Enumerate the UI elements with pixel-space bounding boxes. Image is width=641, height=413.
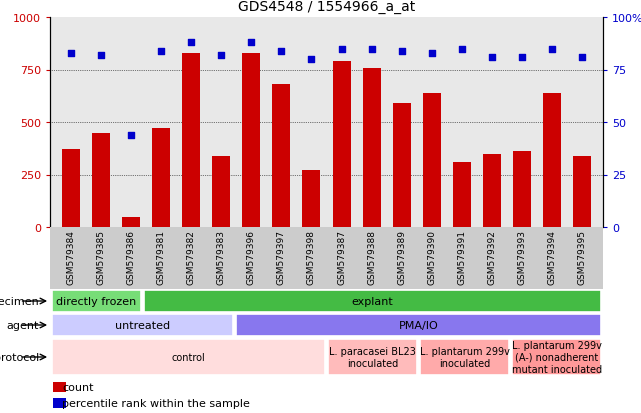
Text: GSM579387: GSM579387	[337, 229, 346, 284]
Text: GSM579382: GSM579382	[187, 229, 196, 284]
Bar	[363, 69, 381, 228]
Bar	[92, 133, 110, 228]
Text: percentile rank within the sample: percentile rank within the sample	[62, 398, 250, 408]
Text: count: count	[62, 382, 94, 392]
Text: GSM579397: GSM579397	[277, 229, 286, 284]
Bar	[242, 54, 260, 228]
Point	[577, 55, 587, 61]
Text: GSM579391: GSM579391	[457, 229, 466, 284]
Bar	[182, 54, 200, 228]
Point	[216, 52, 226, 59]
Text: GSM579394: GSM579394	[547, 229, 556, 284]
Point	[276, 48, 287, 55]
Title: GDS4548 / 1554966_a_at: GDS4548 / 1554966_a_at	[238, 0, 415, 14]
Text: specimen: specimen	[0, 296, 39, 306]
Text: GSM579396: GSM579396	[247, 229, 256, 284]
Bar	[212, 156, 230, 228]
Point	[517, 55, 527, 61]
Text: L. paracasei BL23
inoculated: L. paracasei BL23 inoculated	[329, 347, 416, 368]
Bar	[483, 154, 501, 228]
Bar	[512, 339, 601, 375]
Point	[487, 55, 497, 61]
Text: agent: agent	[6, 320, 39, 330]
Text: GSM579383: GSM579383	[217, 229, 226, 284]
Point	[367, 46, 377, 53]
Bar	[122, 217, 140, 228]
Text: GSM579388: GSM579388	[367, 229, 376, 284]
Text: explant: explant	[352, 296, 394, 306]
Bar	[51, 314, 233, 336]
Bar	[422, 93, 441, 228]
Point	[186, 40, 196, 46]
Text: GSM579385: GSM579385	[97, 229, 106, 284]
Bar	[144, 290, 601, 312]
Text: GSM579390: GSM579390	[427, 229, 436, 284]
Point	[547, 46, 557, 53]
Bar	[328, 339, 417, 375]
Point	[426, 50, 437, 57]
Bar	[453, 162, 470, 228]
Bar	[543, 93, 561, 228]
Bar	[393, 104, 411, 228]
Text: directly frozen: directly frozen	[56, 296, 136, 306]
Text: GSM579392: GSM579392	[487, 229, 496, 284]
Point	[66, 50, 76, 57]
Point	[397, 48, 407, 55]
Point	[96, 52, 106, 59]
Text: untreated: untreated	[115, 320, 170, 330]
Bar	[152, 129, 171, 228]
Text: GSM579389: GSM579389	[397, 229, 406, 284]
Text: GSM579386: GSM579386	[127, 229, 136, 284]
Point	[156, 48, 166, 55]
Text: L. plantarum 299v
(A-) nonadherent
mutant inoculated: L. plantarum 299v (A-) nonadherent mutan…	[512, 341, 602, 374]
Text: protocol: protocol	[0, 352, 39, 362]
Bar	[272, 85, 290, 228]
Text: GSM579393: GSM579393	[517, 229, 526, 284]
Point	[246, 40, 256, 46]
Text: GSM579395: GSM579395	[578, 229, 587, 284]
Point	[456, 46, 467, 53]
Text: GSM579384: GSM579384	[67, 229, 76, 284]
Bar	[53, 382, 66, 392]
Bar	[333, 62, 351, 228]
Text: GSM579381: GSM579381	[156, 229, 166, 284]
Point	[337, 46, 347, 53]
Bar	[420, 339, 510, 375]
Bar	[303, 171, 320, 228]
Bar	[51, 290, 140, 312]
Bar	[53, 398, 66, 408]
Bar	[573, 156, 591, 228]
Text: control: control	[171, 352, 205, 362]
Bar	[62, 150, 80, 228]
Point	[126, 132, 137, 139]
Bar	[513, 152, 531, 228]
Bar	[51, 339, 325, 375]
Text: L. plantarum 299v
inoculated: L. plantarum 299v inoculated	[420, 347, 510, 368]
Text: GSM579398: GSM579398	[307, 229, 316, 284]
Point	[306, 57, 317, 63]
Text: PMA/IO: PMA/IO	[399, 320, 438, 330]
Bar	[236, 314, 601, 336]
